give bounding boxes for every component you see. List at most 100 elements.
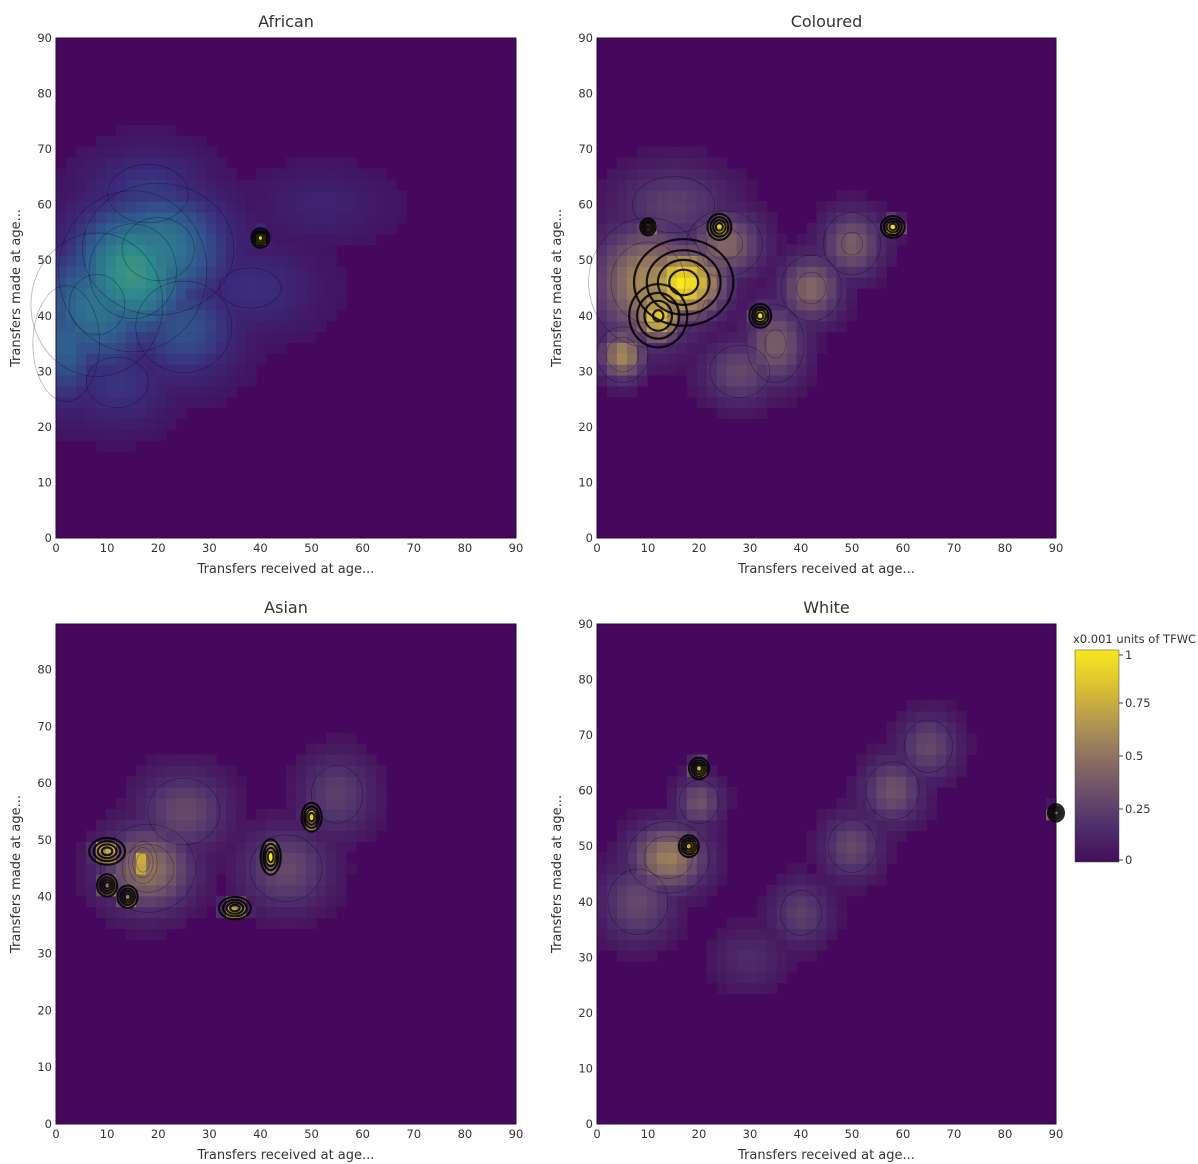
- heatmap-cell: [326, 732, 337, 745]
- heatmap-cell: [756, 396, 768, 409]
- heatmap-cell: [866, 277, 877, 289]
- contour-line: [88, 223, 177, 320]
- heatmap-cell: [126, 407, 137, 420]
- heatmap-cell: [136, 385, 147, 398]
- heatmap-cell: [766, 266, 778, 278]
- heatmap-cell: [726, 201, 738, 213]
- heatmap-cell: [116, 168, 127, 180]
- heatmap-cell: [356, 168, 367, 180]
- heatmap-cell: [816, 211, 828, 224]
- heatmap-cell: [676, 797, 688, 810]
- heatmap-cell: [136, 895, 147, 908]
- heatmap-cell: [136, 211, 147, 224]
- heatmap-cell: [597, 233, 608, 246]
- heatmap-cell: [816, 342, 828, 354]
- contour-line: [714, 221, 725, 232]
- heatmap-cell: [176, 797, 187, 810]
- heatmap-cell: [156, 255, 167, 267]
- heatmap-cell: [916, 765, 927, 777]
- heatmap-cell: [136, 222, 147, 235]
- heatmap-cell: [696, 808, 708, 821]
- heatmap-cell: [696, 353, 708, 365]
- heatmap-cell: [216, 298, 227, 311]
- heatmap-cell: [286, 874, 297, 886]
- heatmap-cell: [366, 211, 377, 224]
- heatmap-cell: [116, 288, 127, 300]
- heatmap-cell: [336, 874, 347, 886]
- heatmap-cell: [216, 863, 227, 875]
- heatmap-cell: [216, 787, 227, 799]
- heatmap-cell: [146, 135, 157, 148]
- heatmap-cell: [926, 700, 937, 712]
- heatmap-cell: [316, 255, 327, 267]
- heatmap-cell: [126, 841, 137, 853]
- heatmap-cell: [696, 895, 708, 908]
- heatmap-cell: [206, 754, 217, 766]
- heatmap-cell: [686, 884, 698, 897]
- heatmap-cell: [286, 797, 297, 810]
- heatmap-cell: [676, 211, 688, 224]
- heatmap-cell: [826, 244, 838, 256]
- heatmap-cell: [626, 808, 638, 821]
- heatmap-cell: [96, 288, 107, 300]
- heatmap-cell: [646, 266, 658, 278]
- heatmap-cell: [906, 819, 917, 832]
- heatmap-cell: [176, 331, 187, 343]
- heatmap-cell: [146, 418, 157, 430]
- heatmap-cell: [156, 266, 167, 278]
- heatmap-cell: [696, 797, 708, 810]
- y-tick-label: 70: [578, 728, 593, 742]
- heatmap-cell: [306, 222, 317, 235]
- heatmap-cell: [796, 320, 808, 333]
- contour-line: [709, 344, 771, 398]
- heatmap-cell: [136, 190, 147, 202]
- heatmap-cell: [736, 211, 748, 224]
- heatmap-cell: [126, 928, 137, 940]
- heatmap-cell: [186, 906, 197, 919]
- heatmap-cell: [726, 407, 738, 420]
- heatmap-cell: [126, 797, 137, 810]
- heatmap-cell: [616, 222, 628, 235]
- heatmap-cell: [146, 765, 157, 777]
- y-tick-label: 60: [578, 198, 593, 212]
- heatmap-cell: [666, 211, 678, 224]
- heatmap-cell: [686, 863, 698, 875]
- heatmap-cell: [386, 211, 397, 224]
- heatmap-cell: [676, 277, 688, 289]
- heatmap-cell: [216, 288, 227, 300]
- y-tick-label: 50: [37, 833, 52, 847]
- heatmap-cell: [96, 830, 107, 842]
- heatmap-cell: [286, 884, 297, 897]
- heatmap-cell: [716, 960, 728, 973]
- heatmap-cell: [826, 309, 838, 322]
- heatmap-cell: [186, 277, 197, 289]
- heatmap-cell: [336, 787, 347, 799]
- heatmap-cell: [116, 157, 127, 170]
- heatmap-cell: [786, 928, 798, 940]
- x-tick-label: 60: [355, 541, 370, 555]
- heatmap-cell: [266, 277, 277, 289]
- heatmap-cell: [696, 852, 708, 864]
- heatmap-cell: [146, 201, 157, 213]
- y-tick-label: 40: [37, 309, 52, 323]
- heatmap-cell: [136, 342, 147, 354]
- contour-line: [888, 222, 898, 232]
- heatmap-cell: [216, 353, 227, 365]
- heatmap-cell: [616, 364, 628, 376]
- heatmap-cell: [216, 244, 227, 256]
- contour-line: [100, 878, 114, 893]
- heatmap-cell: [306, 841, 317, 853]
- heatmap-cell: [336, 765, 347, 777]
- x-tick-label: 30: [202, 541, 217, 555]
- heatmap-cell: [126, 168, 137, 180]
- heatmap-cell: [226, 819, 237, 832]
- contour-line: [641, 219, 655, 235]
- x-tick-label: 10: [100, 541, 115, 555]
- heatmap-cell: [806, 255, 818, 267]
- contour-line: [706, 212, 733, 241]
- y-tick-label: 50: [578, 253, 593, 267]
- heatmap-cell: [256, 342, 267, 354]
- heatmap-cell: [306, 266, 317, 278]
- heatmap-cell: [66, 385, 77, 398]
- heatmap-cell: [666, 179, 678, 191]
